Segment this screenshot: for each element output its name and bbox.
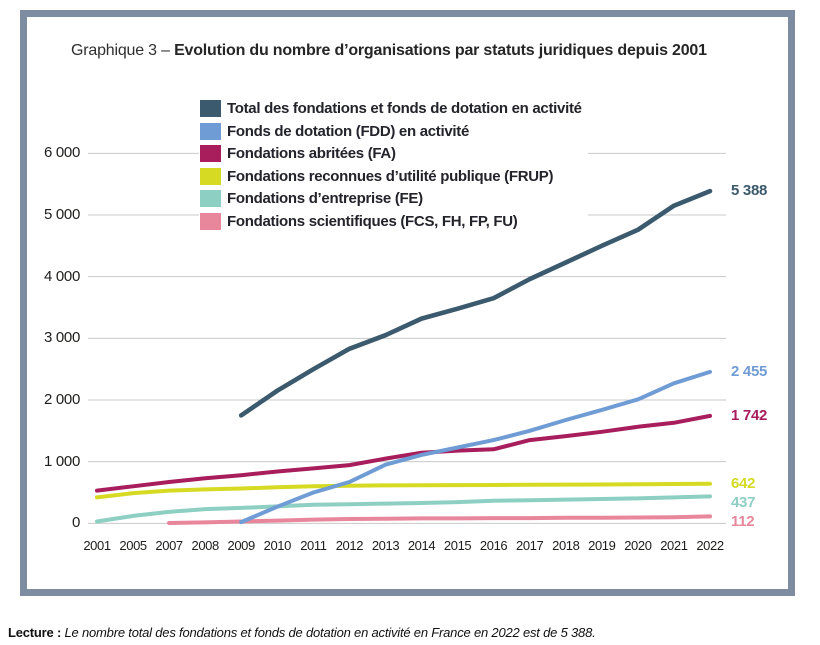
chart-title-main: Evolution du nombre d’organisations par …	[174, 42, 707, 59]
legend-label: Fondations scientifiques (FCS, FH, FP, F…	[227, 212, 518, 230]
legend-swatch-icon	[200, 122, 221, 140]
legend-item: Total des fondations et fonds de dotatio…	[200, 100, 582, 117]
legend-label: Fondations abritées (FA)	[227, 145, 396, 162]
legend: Total des fondations et fonds de dotatio…	[199, 99, 588, 236]
legend-label: Total des fondations et fonds de dotatio…	[227, 100, 582, 117]
chart-title: Graphique 3 – Evolution du nombre d’orga…	[71, 39, 731, 63]
legend-swatch-icon	[200, 145, 221, 162]
legend-label: Fonds de dotation (FDD) en activité	[227, 122, 470, 140]
legend-item: Fondations scientifiques (FCS, FH, FP, F…	[200, 212, 582, 230]
legend-swatch-icon	[200, 190, 221, 207]
chart-title-prefix: Graphique 3 –	[71, 42, 175, 59]
legend-label: Fondations reconnues d’utilité publique …	[227, 167, 554, 185]
chart-card: Graphique 3 – Evolution du nombre d’orga…	[20, 10, 795, 596]
footer-text: Le nombre total des fondations et fonds …	[61, 625, 596, 640]
legend-item: Fondations reconnues d’utilité publique …	[200, 167, 582, 185]
legend-swatch-icon	[200, 100, 221, 117]
legend-item: Fonds de dotation (FDD) en activité	[200, 122, 582, 140]
legend-swatch-icon	[200, 167, 221, 185]
footer-label: Lecture :	[8, 625, 62, 640]
legend-item: Fondations abritées (FA)	[200, 145, 582, 162]
legend-item: Fondations d’entreprise (FE)	[200, 190, 582, 207]
legend-label: Fondations d’entreprise (FE)	[227, 190, 423, 207]
legend-swatch-icon	[200, 212, 221, 230]
footer-note: Lecture : Le nombre total des fondations…	[8, 625, 808, 640]
